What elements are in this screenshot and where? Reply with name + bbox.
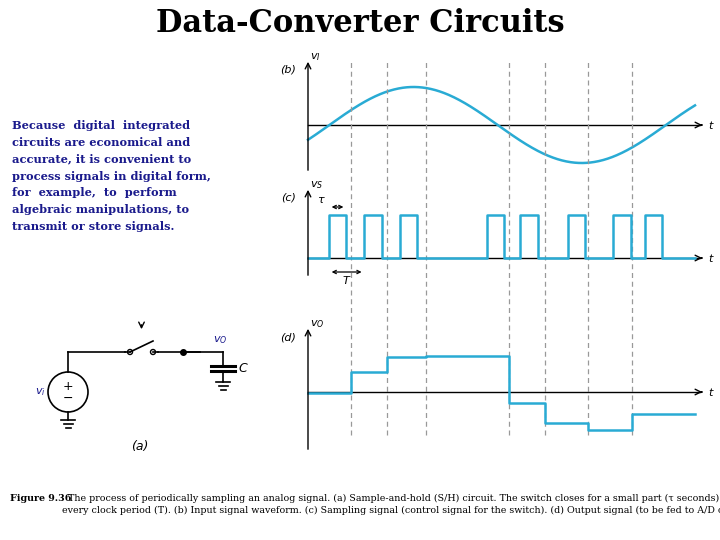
Text: $t$: $t$	[708, 119, 715, 131]
Text: $t$: $t$	[708, 252, 715, 264]
Text: $v_O$: $v_O$	[310, 318, 325, 330]
Text: $v_i$: $v_i$	[35, 386, 46, 398]
Text: $T$: $T$	[342, 274, 351, 286]
Text: $v_I$: $v_I$	[310, 51, 320, 63]
Text: The process of periodically sampling an analog signal. (a) Sample-and-hold (S/H): The process of periodically sampling an …	[62, 494, 720, 516]
Text: $v_S$: $v_S$	[310, 179, 323, 191]
Text: Data-Converter Circuits: Data-Converter Circuits	[156, 8, 564, 39]
Text: (b): (b)	[280, 65, 296, 75]
Text: +: +	[63, 380, 73, 393]
Text: −: −	[63, 392, 73, 404]
Text: $v_O$: $v_O$	[213, 334, 228, 346]
Text: Figure 9.36: Figure 9.36	[10, 494, 71, 503]
Text: (d): (d)	[280, 332, 296, 342]
Text: $t$: $t$	[708, 386, 715, 398]
Text: (a): (a)	[131, 440, 149, 453]
Text: Because  digital  integrated
circuits are economical and
accurate, it is conveni: Because digital integrated circuits are …	[12, 120, 211, 232]
Text: (c): (c)	[281, 193, 296, 203]
Text: $C$: $C$	[238, 362, 248, 375]
Text: $\tau$: $\tau$	[317, 195, 326, 205]
